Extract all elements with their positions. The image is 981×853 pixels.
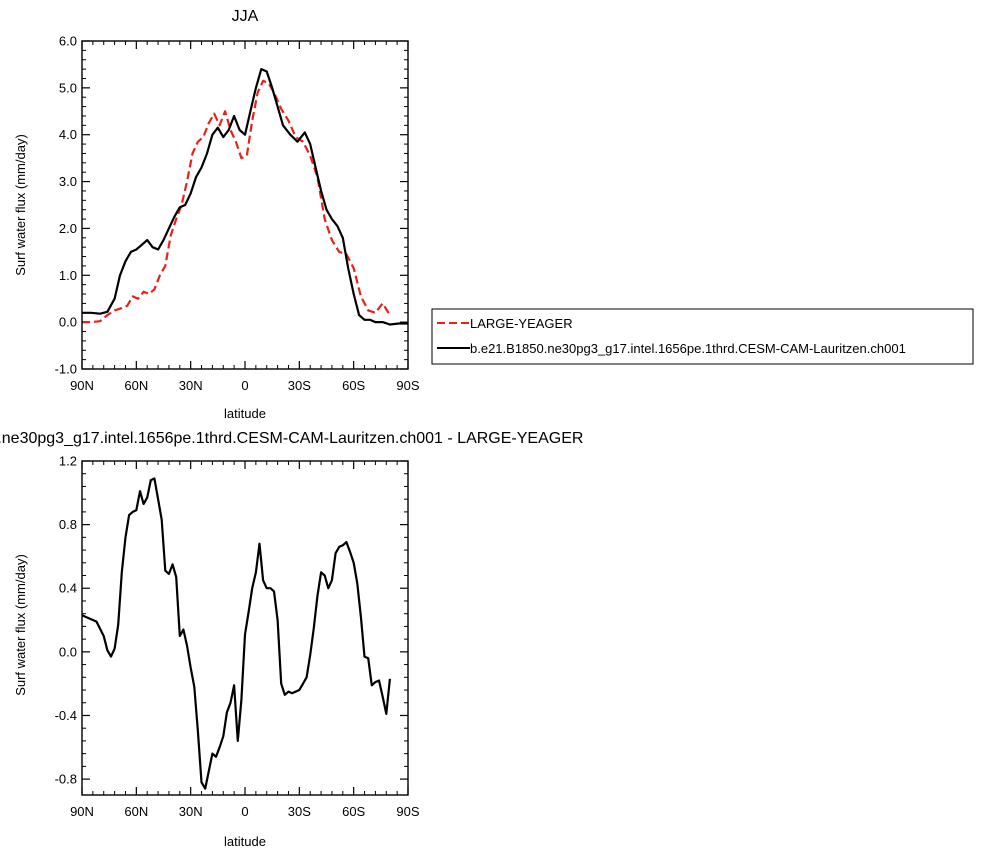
x-tick-label: 30N xyxy=(179,378,203,393)
x-tick-label: 90N xyxy=(70,378,94,393)
y-tick-label: -1.0 xyxy=(55,362,77,377)
series-line-large-yeager xyxy=(82,79,391,324)
legend-label-large-yeager: LARGE-YEAGER xyxy=(470,316,573,331)
top-plot-frame xyxy=(81,40,409,370)
y-tick-label: 2.0 xyxy=(59,221,77,236)
x-tick-label: 90N xyxy=(70,804,94,819)
top-chart-title: JJA xyxy=(232,8,259,25)
x-tick-label: 90S xyxy=(396,378,419,393)
bottom-chart-title: b.e21.B1850.ne30pg3_g17.intel.1656pe.1th… xyxy=(0,430,583,447)
y-tick-label: 0.0 xyxy=(59,315,77,330)
y-tick-label: 3.0 xyxy=(59,174,77,189)
legend: LARGE-YEAGER b.e21.B1850.ne30pg3_g17.int… xyxy=(431,308,974,365)
x-tick-label: 60S xyxy=(342,804,365,819)
x-tick-label: 60N xyxy=(124,804,148,819)
x-tick-label: 60S xyxy=(342,378,365,393)
y-tick-label: 0.0 xyxy=(59,644,77,659)
x-tick-label: 60N xyxy=(124,378,148,393)
y-tick-label: 1.2 xyxy=(59,454,77,469)
series-line-difference xyxy=(81,477,391,790)
y-tick-label: -0.4 xyxy=(55,708,77,723)
legend-box xyxy=(431,308,974,365)
bottom-y-axis-label: Surf water flux (mm/day) xyxy=(13,554,28,696)
x-tick-label: 90S xyxy=(396,804,419,819)
top-panel: JJA -1.0 0.0 1.0 2.0 3.0 4.0 5.0 6.0 90N 60N 30N 0… xyxy=(13,8,974,421)
x-tick-label: 30N xyxy=(179,804,203,819)
y-tick-label: 6.0 xyxy=(59,34,77,49)
x-tick-label: 30S xyxy=(288,804,311,819)
y-tick-label: -0.8 xyxy=(55,772,77,787)
legend-label-cesm-case: b.e21.B1850.ne30pg3_g17.intel.1656pe.1th… xyxy=(470,341,906,356)
bottom-panel: b.e21.B1850.ne30pg3_g17.intel.1656pe.1th… xyxy=(0,430,583,849)
x-tick-label: 0 xyxy=(241,378,248,393)
bottom-plot-frame xyxy=(81,460,409,796)
y-tick-label: 0.8 xyxy=(59,517,77,532)
bottom-x-axis-label: latitude xyxy=(224,834,266,849)
x-tick-label: 30S xyxy=(288,378,311,393)
x-tick-label: 0 xyxy=(241,804,248,819)
y-tick-label: 0.4 xyxy=(59,581,77,596)
top-y-axis-label: Surf water flux (mm/day) xyxy=(13,134,28,276)
y-tick-label: 4.0 xyxy=(59,127,77,142)
top-x-axis-label: latitude xyxy=(224,406,266,421)
series-line-cesm-case xyxy=(82,67,408,326)
y-tick-label: 5.0 xyxy=(59,80,77,95)
y-tick-label: 1.0 xyxy=(59,268,77,283)
